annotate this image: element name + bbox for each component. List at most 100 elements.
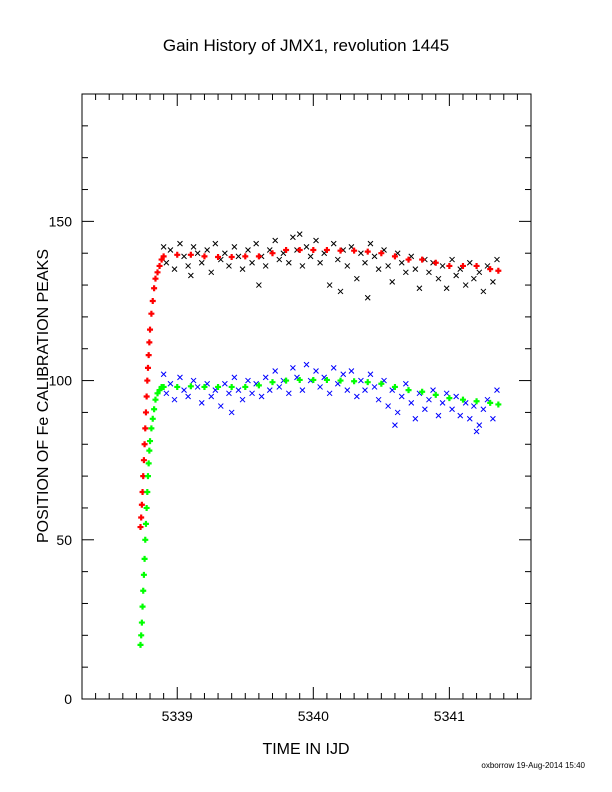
data-point xyxy=(177,374,183,381)
data-point xyxy=(152,275,159,282)
data-point xyxy=(457,412,464,419)
data-point xyxy=(307,253,314,260)
data-point xyxy=(143,504,150,511)
data-point xyxy=(391,383,398,390)
data-point xyxy=(138,632,145,639)
data-point xyxy=(375,396,382,403)
series-1 xyxy=(137,376,502,648)
data-point xyxy=(235,253,242,260)
data-point xyxy=(217,403,224,409)
data-point xyxy=(187,251,194,258)
data-point xyxy=(140,457,147,464)
data-point xyxy=(480,288,487,295)
data-point xyxy=(453,393,460,400)
data-point xyxy=(163,390,170,397)
data-point xyxy=(323,376,330,383)
data-point xyxy=(299,387,306,393)
data-point xyxy=(187,383,194,390)
y-tick-label: 0 xyxy=(64,691,72,707)
data-point xyxy=(432,259,439,266)
data-point xyxy=(362,259,368,266)
data-point xyxy=(190,243,197,250)
data-point xyxy=(143,393,150,400)
data-point xyxy=(402,380,409,387)
data-point xyxy=(231,243,238,250)
data-point xyxy=(142,520,149,527)
data-point xyxy=(145,460,152,467)
chart-title: Gain History of JMX1, revolution 1445 xyxy=(162,36,450,55)
data-point xyxy=(187,272,194,279)
data-point xyxy=(419,256,426,263)
data-point xyxy=(222,380,228,387)
data-point xyxy=(466,259,473,266)
data-point xyxy=(446,262,453,269)
data-point xyxy=(181,253,187,260)
data-point xyxy=(142,536,149,543)
data-point xyxy=(310,247,317,254)
footer-note: oxborrow 19-Aug-2014 15:40 xyxy=(481,761,585,770)
data-point xyxy=(473,262,480,269)
data-point xyxy=(245,377,251,384)
data-point xyxy=(313,368,319,374)
data-point xyxy=(269,250,276,257)
x-axis-label: TIME IN IJD xyxy=(262,741,349,758)
data-point xyxy=(290,234,296,241)
data-point xyxy=(149,297,156,304)
data-point xyxy=(385,403,391,409)
data-point xyxy=(228,409,235,416)
data-point xyxy=(242,383,249,390)
data-point xyxy=(138,501,145,508)
data-point xyxy=(201,383,208,390)
data-point xyxy=(185,393,191,400)
data-point xyxy=(303,243,310,250)
data-point xyxy=(405,256,412,263)
data-point xyxy=(362,387,368,393)
data-point xyxy=(262,374,269,381)
data-point xyxy=(313,237,319,244)
data-point xyxy=(334,256,341,263)
data-point xyxy=(459,396,466,403)
data-point xyxy=(473,398,480,405)
data-point xyxy=(471,275,477,282)
data-point xyxy=(446,395,453,402)
data-point xyxy=(495,267,502,274)
data-point xyxy=(174,251,181,258)
data-point xyxy=(137,641,144,648)
data-point xyxy=(285,259,292,266)
data-point xyxy=(152,396,159,403)
data-point xyxy=(344,263,351,269)
data-point xyxy=(160,383,167,390)
data-point xyxy=(160,371,167,378)
data-point xyxy=(272,237,279,244)
data-point xyxy=(142,409,149,416)
data-point xyxy=(412,266,419,272)
data-point xyxy=(398,259,405,266)
data-point xyxy=(245,247,251,253)
data-point xyxy=(283,377,290,384)
data-point xyxy=(358,377,364,384)
data-point xyxy=(340,371,347,378)
data-point xyxy=(367,371,374,378)
data-point xyxy=(389,279,396,285)
data-point xyxy=(154,390,161,397)
y-tick-label: 100 xyxy=(49,373,73,389)
data-point xyxy=(385,263,391,269)
data-point xyxy=(439,400,446,406)
data-point xyxy=(272,368,279,374)
data-point xyxy=(160,243,167,250)
data-point xyxy=(144,377,151,384)
data-point xyxy=(190,377,197,384)
data-point xyxy=(326,390,333,397)
data-point xyxy=(171,266,178,272)
data-point xyxy=(276,256,283,263)
data-point xyxy=(181,387,187,393)
data-point xyxy=(490,415,496,422)
data-point xyxy=(258,393,265,400)
data-point xyxy=(239,396,246,403)
data-point xyxy=(392,422,398,429)
data-point xyxy=(144,473,151,480)
data-point xyxy=(208,393,215,400)
data-point xyxy=(276,384,283,390)
data-point xyxy=(391,253,398,260)
